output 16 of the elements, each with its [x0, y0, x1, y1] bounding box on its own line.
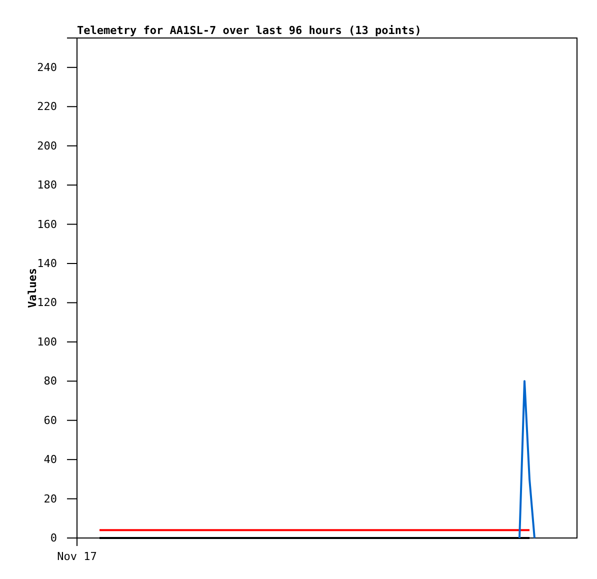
y-tick-label: 60 — [44, 414, 57, 427]
y-tick-label: 80 — [44, 374, 57, 388]
y-tick-label: 160 — [37, 218, 57, 231]
y-tick-label: 140 — [37, 257, 57, 270]
y-tick-label: 20 — [44, 492, 57, 506]
y-tick-label: 200 — [37, 139, 57, 152]
y-tick-label: 180 — [37, 178, 57, 192]
y-tick-label: 220 — [37, 100, 57, 114]
chart-title: Telemetry for AA1SL-7 over last 96 hours (13 points) — [77, 24, 422, 37]
y-axis-title: Values — [26, 268, 39, 308]
y-tick-label: 120 — [37, 296, 57, 310]
text: Nov 17 — [57, 550, 97, 563]
y-tick-label: 100 — [37, 335, 57, 348]
y-tick-label: 40 — [44, 453, 57, 466]
y-tick-label: 240 — [37, 60, 57, 74]
y-tick-label: 0 — [50, 532, 57, 545]
